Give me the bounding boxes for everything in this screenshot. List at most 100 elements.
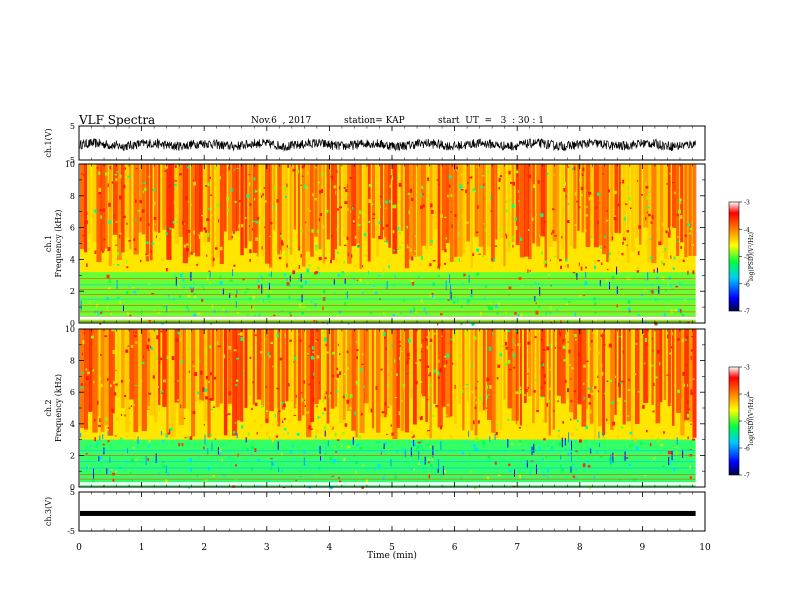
spectrogram-cell: [390, 173, 393, 175]
spectrogram-cell: [90, 485, 92, 487]
spectrogram-cell: [575, 338, 577, 341]
spectrogram-cell: [403, 299, 406, 302]
spectrogram-cell: [670, 284, 672, 288]
spectrogram-cell: [430, 248, 432, 250]
spectrogram-cell: [417, 329, 422, 420]
spectrogram-cell: [520, 313, 523, 318]
spectrogram-cell: [343, 261, 345, 264]
spectrogram-cell: [549, 369, 552, 371]
spectrogram-cell: [445, 237, 448, 240]
spectrogram-cell: [624, 217, 626, 221]
spectrogram-cell: [633, 373, 637, 376]
spectrogram-cell: [365, 479, 368, 483]
colorbar-label: log(PSD)(V²/Hz): [748, 397, 755, 446]
spectrogram-cell: [404, 164, 410, 269]
spectrogram-cell: [311, 397, 315, 402]
spectrogram-cell: [454, 384, 456, 389]
spectrogram-cell: [233, 431, 236, 434]
spectrogram-cell: [271, 460, 273, 466]
spectrogram-cell: [339, 478, 341, 481]
spectrogram-cell: [394, 359, 396, 363]
spectrogram-cell: [207, 164, 211, 242]
spectrogram-cell: [578, 206, 581, 209]
spectrogram-cell: [407, 360, 409, 364]
spectrogram-cell: [211, 304, 214, 308]
spectrogram-cell: [265, 418, 269, 423]
spectrogram-cell: [207, 381, 210, 383]
spectrogram-cell: [571, 367, 574, 370]
spectrogram-cell: [105, 426, 109, 429]
spectrogram-cell: [304, 399, 306, 401]
spectrogram-cell: [588, 197, 592, 201]
spectrogram-cell: [189, 458, 192, 462]
spectrogram-cell: [258, 313, 262, 315]
spectrogram-cell: [213, 309, 216, 313]
spectrogram-cell: [466, 329, 470, 403]
spectrogram-cell: [167, 294, 170, 297]
spectrogram-cell: [572, 464, 575, 466]
spectrogram-cell: [165, 232, 168, 236]
spectrogram-cell: [604, 245, 606, 248]
spectrogram-cell: [217, 345, 221, 348]
spectrogram-cell: [293, 458, 295, 461]
spectrogram-cell: [276, 199, 279, 203]
spectrogram-cell: [530, 187, 532, 190]
spectrogram-cell: [357, 244, 360, 247]
spectrogram-cell: [127, 345, 130, 347]
spectrogram-cell: [242, 278, 245, 281]
spectrogram-cell: [515, 226, 518, 230]
spectrogram-cell: [286, 278, 288, 282]
spectrogram-cell: [549, 387, 552, 391]
spectrogram-cell: [425, 399, 429, 401]
spectrogram-cell: [252, 228, 254, 231]
spectrogram-cell: [534, 378, 537, 382]
spectrogram-cell: [168, 309, 170, 311]
spectrogram-cell: [233, 231, 235, 234]
spectrogram-cell: [148, 440, 151, 444]
spectrogram-cell: [227, 329, 232, 404]
spectrogram-cell: [657, 438, 660, 442]
spectrogram-cell: [429, 293, 432, 297]
spectrogram-cell: [332, 374, 335, 378]
x-tick-label: 10: [699, 543, 711, 553]
spectrogram-cell: [106, 468, 108, 475]
spectrogram-cell: [380, 329, 385, 419]
spectrogram-cell: [160, 330, 164, 333]
spectrogram-cell: [670, 255, 672, 259]
spectrogram-cell: [318, 329, 321, 400]
spectrogram-cell: [670, 456, 672, 460]
spectrogram-cell: [165, 268, 168, 272]
spectrogram-cell: [543, 438, 546, 441]
spectrogram-cell: [152, 188, 156, 191]
spectrogram-cell: [319, 190, 322, 194]
spectrogram-cell: [585, 272, 587, 278]
spectrogram-cell: [485, 407, 487, 410]
spectrogram-cell: [264, 248, 266, 252]
spectrogram-cell: [676, 437, 678, 445]
spectrogram-cell: [490, 210, 493, 212]
spectrogram-cell: [445, 329, 451, 418]
spectrogram-cell: [209, 345, 212, 349]
spectrogram-cell: [514, 344, 516, 347]
spectrogram-cell: [83, 332, 86, 335]
spectrogram-cell: [543, 471, 545, 473]
spectrogram-cell: [394, 170, 397, 172]
spectrogram-cell: [482, 223, 485, 225]
spectrogram-cell: [339, 480, 342, 484]
spectrogram-cell: [437, 468, 439, 473]
spectrogram-cell: [149, 329, 155, 416]
spectrogram-cell: [375, 386, 378, 390]
spectrogram-cell: [379, 195, 383, 198]
spectrogram-cell: [240, 224, 244, 228]
spectrogram-cell: [438, 359, 440, 363]
spectrogram-cell: [164, 170, 167, 172]
spectrogram-cell: [137, 164, 142, 233]
spectrogram-cell: [552, 329, 555, 430]
spectrogram-cell: [659, 329, 663, 403]
spectrogram-cell: [305, 464, 308, 466]
spectrogram-cell: [617, 250, 620, 254]
spectrogram-cell: [152, 201, 156, 205]
spectrogram-cell: [278, 256, 282, 260]
spectrogram-cell: [432, 282, 435, 286]
spectrogram-cell: [390, 174, 392, 179]
